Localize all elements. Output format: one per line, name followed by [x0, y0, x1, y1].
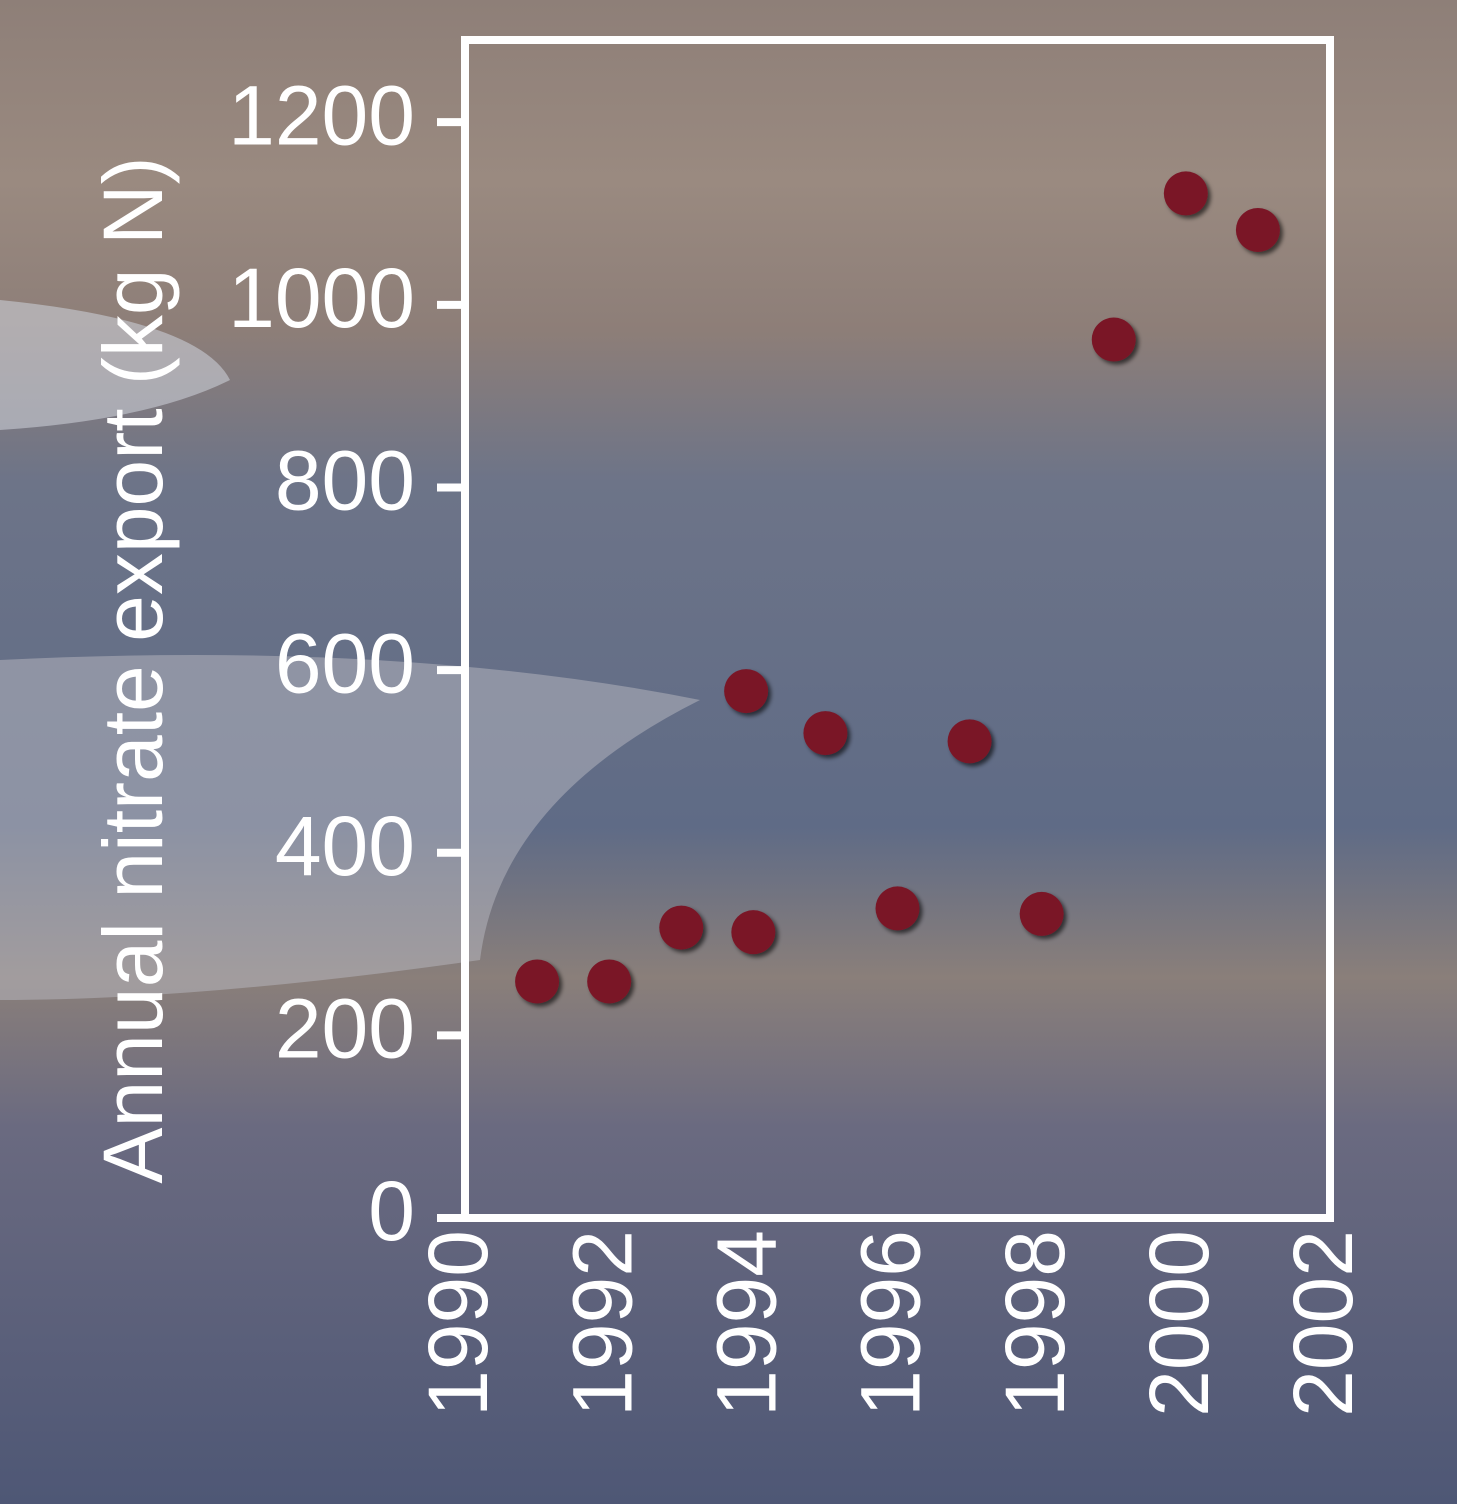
x-tick-label: 1992: [555, 1230, 649, 1417]
data-point: [724, 669, 769, 714]
ice-patch: [0, 300, 230, 430]
ice-patch: [0, 655, 700, 1000]
data-point: [587, 959, 632, 1004]
y-tick-label: 1200: [228, 68, 415, 162]
data-point: [803, 711, 848, 756]
x-tick-label: 2000: [1132, 1230, 1226, 1417]
x-tick-label: 1996: [844, 1230, 938, 1417]
data-point: [515, 959, 560, 1004]
x-tick-label: 2002: [1276, 1230, 1370, 1417]
y-tick-label: 600: [275, 616, 415, 710]
data-point: [1091, 317, 1136, 362]
x-tick-label: 1994: [700, 1230, 794, 1417]
y-tick-label: 200: [275, 982, 415, 1076]
data-point: [1163, 171, 1208, 216]
data-point: [659, 905, 704, 950]
plot-frame: [461, 36, 1334, 1222]
data-point: [1019, 891, 1064, 936]
data-point: [731, 910, 776, 955]
y-tick-label: 1000: [228, 251, 415, 345]
data-point: [947, 719, 992, 764]
y-axis-label: Annual nitrate export (kg N): [86, 156, 180, 1183]
x-tick-label: 1990: [411, 1230, 505, 1417]
y-tick-label: 0: [368, 1164, 415, 1258]
x-tick-label: 1998: [988, 1230, 1082, 1417]
data-point: [875, 886, 920, 931]
y-tick-label: 400: [275, 799, 415, 893]
data-point: [1235, 207, 1280, 252]
y-tick-label: 800: [275, 434, 415, 528]
